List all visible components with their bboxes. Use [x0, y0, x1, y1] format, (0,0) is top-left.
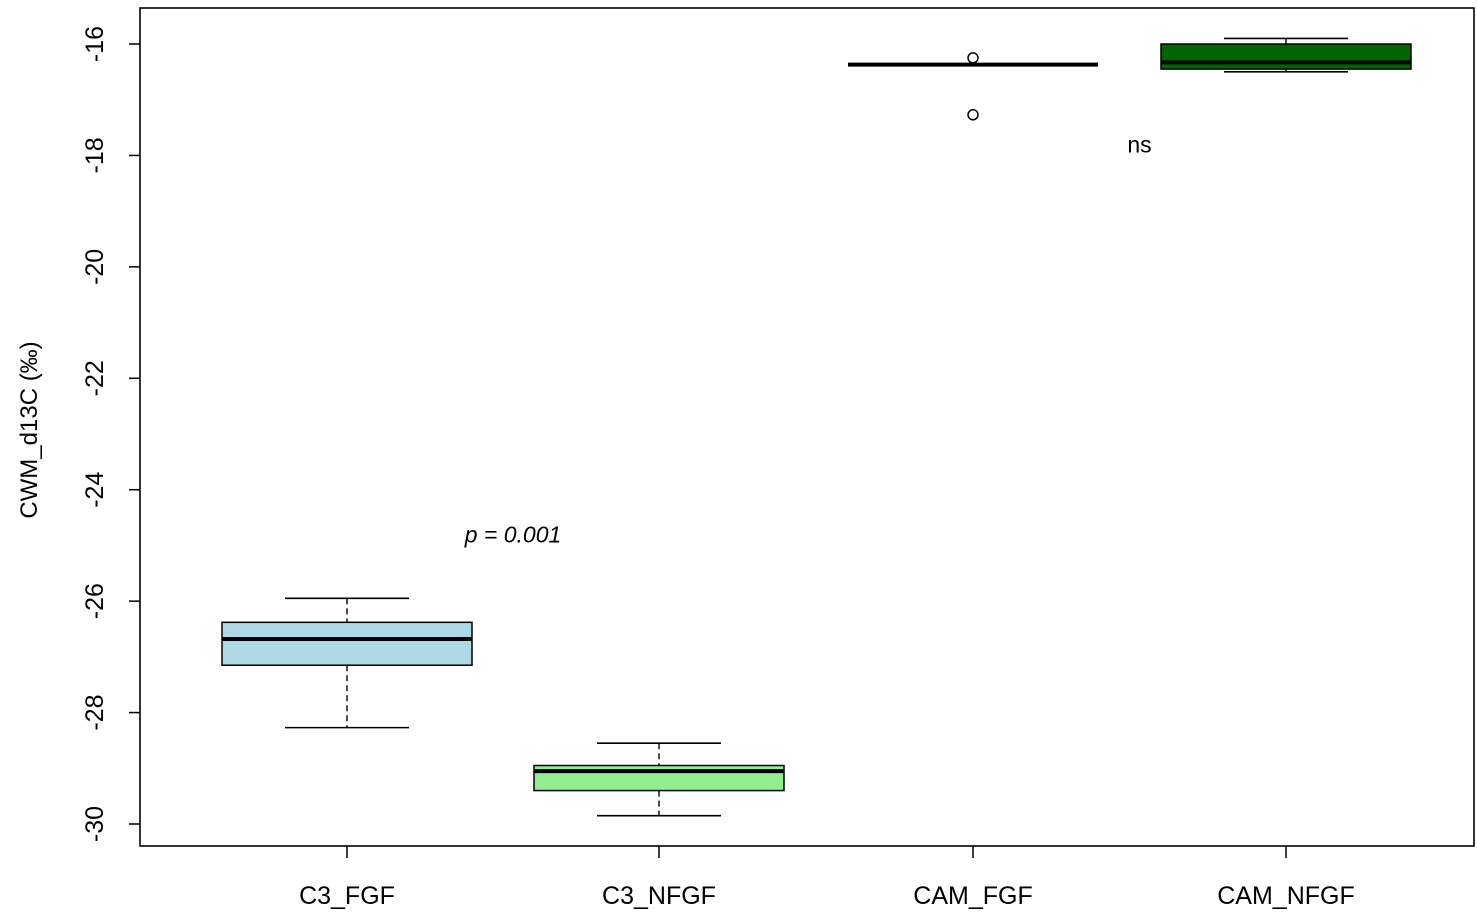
box-c3-nfgf — [533, 742, 785, 817]
outlier-point — [967, 109, 979, 121]
p-value-annotation: p = 0.001 — [464, 521, 562, 547]
box-body — [221, 621, 473, 666]
x-tick-label: CAM_FGF — [913, 882, 1032, 910]
y-tick-label: -20 — [81, 249, 109, 285]
ns-annotation: ns — [1127, 131, 1151, 157]
boxes — [221, 37, 1412, 817]
x-tick-label: C3_NFGF — [602, 882, 716, 910]
y-tick-label: -16 — [81, 26, 109, 62]
y-tick-label: -24 — [81, 472, 109, 508]
annotations: p = 0.001 ns — [464, 131, 1152, 547]
plot-frame — [139, 7, 1475, 847]
box-cam-fgf — [848, 52, 1098, 121]
y-tick-label: -26 — [81, 583, 109, 619]
x-tick-label: CAM_NFGF — [1217, 882, 1355, 910]
y-tick-label: -30 — [81, 806, 109, 842]
box-c3-fgf — [221, 597, 473, 729]
x-tick-label: C3_FGF — [299, 882, 395, 910]
box-cam-nfgf — [1160, 37, 1412, 73]
outlier-point — [967, 52, 979, 64]
y-tick-label: -18 — [81, 137, 109, 173]
y-axis-title: CWM_d13C (‰) — [16, 341, 43, 518]
y-tick-label: -28 — [81, 695, 109, 731]
y-tick-label: -22 — [81, 360, 109, 396]
box-body — [1160, 43, 1412, 70]
y-axis: -30 -28 -26 -24 -22 -20 -18 -16 — [81, 26, 140, 842]
x-axis: C3_FGF C3_NFGF CAM_FGF CAM_NFGF — [299, 846, 1355, 910]
